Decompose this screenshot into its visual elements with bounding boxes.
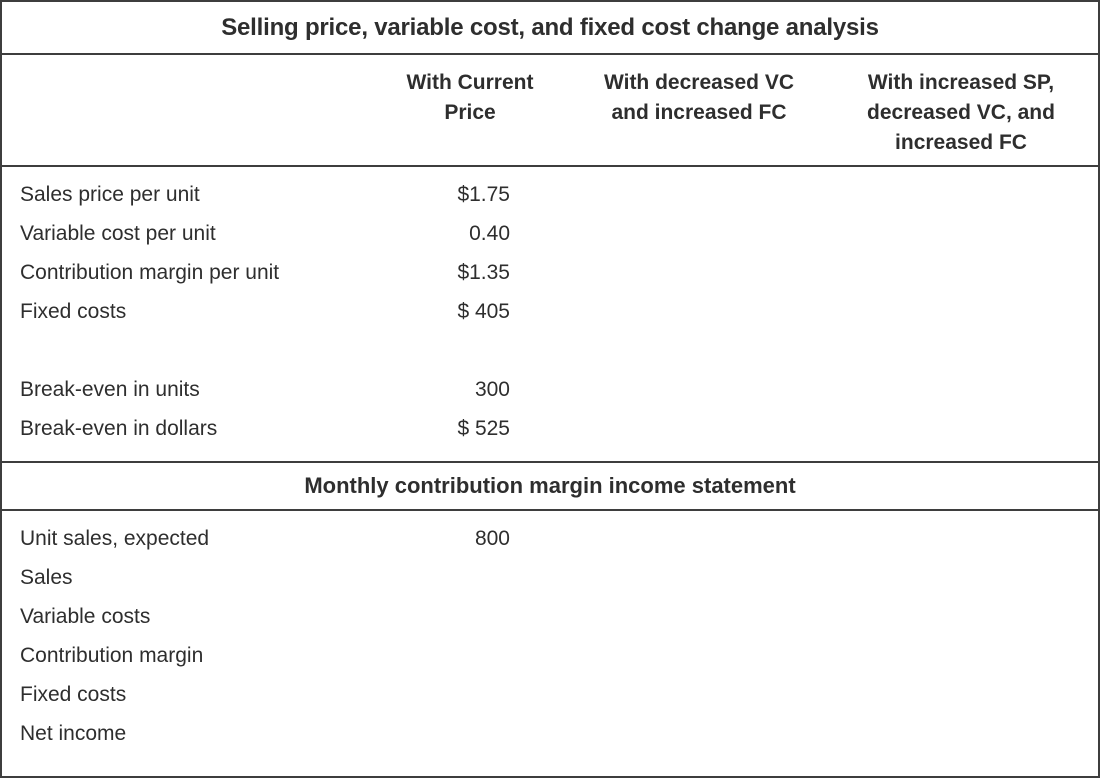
table-row: Break-even in units 300 <box>2 370 1098 409</box>
row-label: Variable cost per unit <box>20 221 216 245</box>
value-with-current-price: $ 405 <box>457 299 510 323</box>
row-label: Unit sales, expected <box>20 526 210 550</box>
table-row: Fixed costs <box>2 675 1098 714</box>
table-row: Break-even in dollars $ 525 <box>2 409 1098 448</box>
table-row: Net income <box>2 714 1098 753</box>
column-header-with-current-price: With Current Price <box>406 71 534 124</box>
row-label: Fixed costs <box>20 682 127 706</box>
worksheet-title: Selling price, variable cost, and fixed … <box>2 2 1098 55</box>
value-with-current-price: 800 <box>474 526 510 550</box>
row-label: Contribution margin per unit <box>20 260 280 284</box>
row-label: Sales <box>20 565 73 589</box>
row-label: Break-even in units <box>20 377 200 401</box>
table-row: Variable cost per unit 0.40 <box>2 214 1098 253</box>
table-row: Sales <box>2 558 1098 597</box>
column-header-row: With Current Price With decreased VC and… <box>2 55 1098 167</box>
table-row: Contribution margin <box>2 636 1098 675</box>
table-row: Contribution margin per unit $1.35 <box>2 253 1098 292</box>
row-label: Sales price per unit <box>20 182 200 206</box>
value-with-current-price: 0.40 <box>469 221 510 245</box>
income-statement-section: Unit sales, expected 800 Sales Variable … <box>2 511 1098 776</box>
table-row: Unit sales, expected 800 <box>2 519 1098 558</box>
row-label: Fixed costs <box>20 299 127 323</box>
column-header-decreased-vc-increased-fc: With decreased VC and increased FC <box>603 71 795 124</box>
value-with-current-price: $1.75 <box>457 182 510 206</box>
row-label: Net income <box>20 721 127 745</box>
column-header-increased-sp-decreased-vc-increased-fc: With increased SP, decreased VC, and inc… <box>867 71 1055 154</box>
value-with-current-price: $ 525 <box>457 416 510 440</box>
row-label: Contribution margin <box>20 643 204 667</box>
analysis-section: Sales price per unit $1.75 Variable cost… <box>2 167 1098 461</box>
table-row: Sales price per unit $1.75 <box>2 175 1098 214</box>
row-label: Variable costs <box>20 604 151 628</box>
table-row <box>2 331 1098 370</box>
column-header-row-labels <box>2 68 382 165</box>
income-statement-title: Monthly contribution margin income state… <box>2 461 1098 511</box>
value-with-current-price: 300 <box>474 377 510 401</box>
table-row: Fixed costs $ 405 <box>2 292 1098 331</box>
table-row: Variable costs <box>2 597 1098 636</box>
row-label: Break-even in dollars <box>20 416 218 440</box>
value-with-current-price: $1.35 <box>457 260 510 284</box>
